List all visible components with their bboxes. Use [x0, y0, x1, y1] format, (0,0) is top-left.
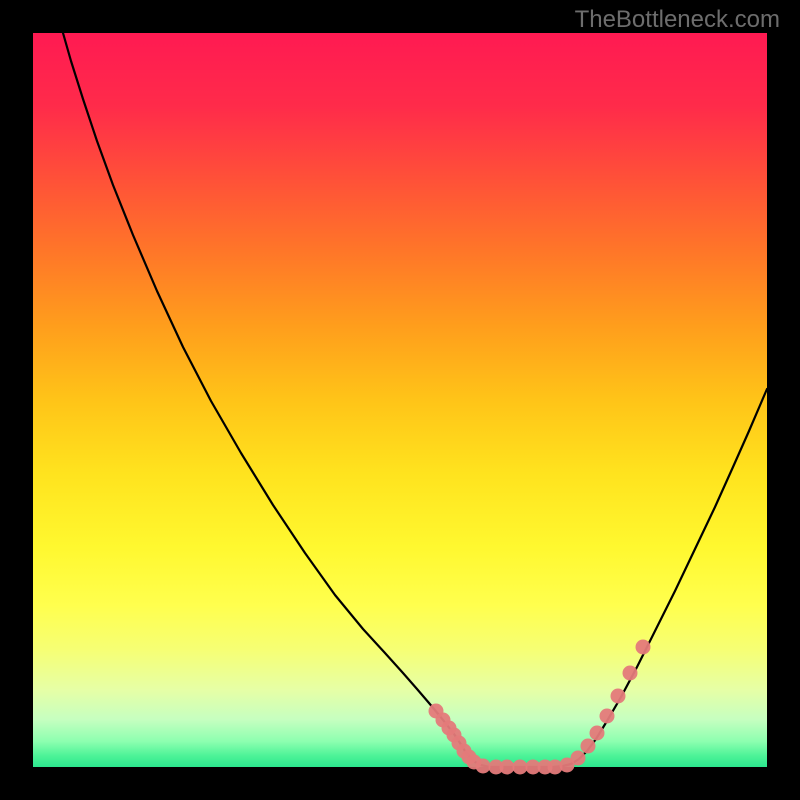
curve-marker [611, 689, 626, 704]
curve-marker [476, 759, 491, 774]
curve-marker [500, 760, 515, 775]
curve-marker [581, 739, 596, 754]
curve-marker [590, 726, 605, 741]
curve-layer [33, 33, 767, 767]
curve-marker [571, 751, 586, 766]
curve-marker [600, 709, 615, 724]
curve-marker [513, 760, 528, 775]
plot-area [33, 33, 767, 767]
bottleneck-curve [63, 33, 767, 767]
watermark-text: TheBottleneck.com [575, 6, 780, 34]
curve-marker [636, 640, 651, 655]
chart-stage: TheBottleneck.com [0, 0, 800, 800]
curve-marker [623, 666, 638, 681]
